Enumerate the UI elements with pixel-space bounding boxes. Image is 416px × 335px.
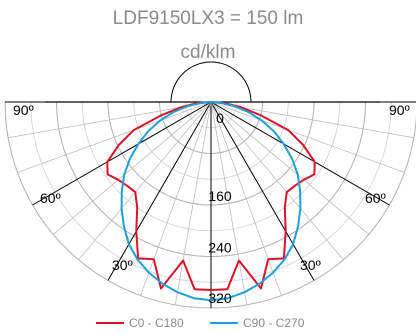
minor-spoke — [78, 101, 212, 261]
radial-tick-label: 160 — [208, 188, 232, 204]
minor-spoke — [140, 101, 212, 296]
minor-spoke — [210, 101, 344, 261]
minor-spoke — [174, 101, 212, 305]
major-spoke — [210, 101, 315, 281]
major-spoke — [107, 101, 212, 281]
polar-grid — [4, 61, 416, 309]
angle-label: 30º — [112, 257, 133, 273]
minor-spoke — [17, 101, 212, 173]
angle-label: 90º — [13, 102, 34, 118]
polar-curves — [106, 101, 316, 302]
minor-spoke — [210, 101, 282, 296]
minor-spoke — [210, 101, 370, 235]
major-spoke — [210, 101, 390, 206]
minor-spoke — [210, 101, 248, 305]
radial-tick-label: 320 — [208, 290, 232, 306]
angle-label: 60º — [40, 190, 61, 206]
angle-label: 30º — [300, 257, 321, 273]
minor-spoke — [52, 101, 212, 235]
angle-label: 60º — [365, 190, 386, 206]
chart-unit: cd/klm — [180, 42, 236, 63]
legend-item-c0-c180: C0 - C180 — [96, 315, 184, 331]
radial-tick-label: 240 — [208, 240, 232, 256]
minor-spoke — [210, 101, 405, 173]
major-spoke — [32, 101, 212, 206]
series-line-1 — [120, 101, 302, 302]
legend-label-c0-c180: C0 - C180 — [129, 316, 184, 330]
legend-label-c90-c270: C90 - C270 — [243, 316, 305, 330]
legend-swatch-c0-c180 — [96, 322, 124, 324]
legend-swatch-c90-c270 — [210, 322, 238, 324]
legend-item-c90-c270: C90 - C270 — [210, 315, 304, 331]
series-line-0 — [106, 101, 316, 291]
angle-label: 90º — [389, 102, 410, 118]
center-circle — [170, 61, 252, 103]
polar-labels: 0 160 240 320 90º 60º 30º 30º 60º 90º — [13, 102, 410, 306]
chart-title: LDF9150LX3 = 150 lm — [112, 8, 304, 29]
radial-tick-label: 0 — [216, 110, 224, 126]
